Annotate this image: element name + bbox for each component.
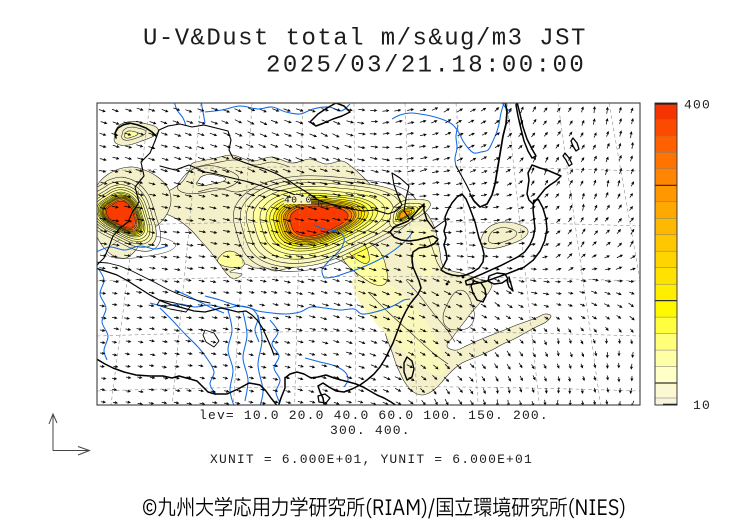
svg-text:U-V&Dust total m/s&ug/m3 JST: U-V&Dust total m/s&ug/m3 JST xyxy=(143,26,587,53)
svg-text:10: 10 xyxy=(693,398,711,413)
svg-text:300. 400.: 300. 400. xyxy=(330,423,411,438)
svg-text:0: 0 xyxy=(317,198,326,210)
svg-text:400: 400 xyxy=(684,98,711,113)
svg-text:XUNIT = 6.000E+01, YUNIT = 6.0: XUNIT = 6.000E+01, YUNIT = 6.000E+01 xyxy=(210,452,533,467)
svg-text:lev= 10.0 20.0 40.0 60.0 100.: lev= 10.0 20.0 40.0 60.0 100. 150. 200. xyxy=(199,408,549,423)
svg-text:40.0: 40.0 xyxy=(284,195,313,206)
svg-text:2025/03/21.18:00:00: 2025/03/21.18:00:00 xyxy=(266,53,586,80)
